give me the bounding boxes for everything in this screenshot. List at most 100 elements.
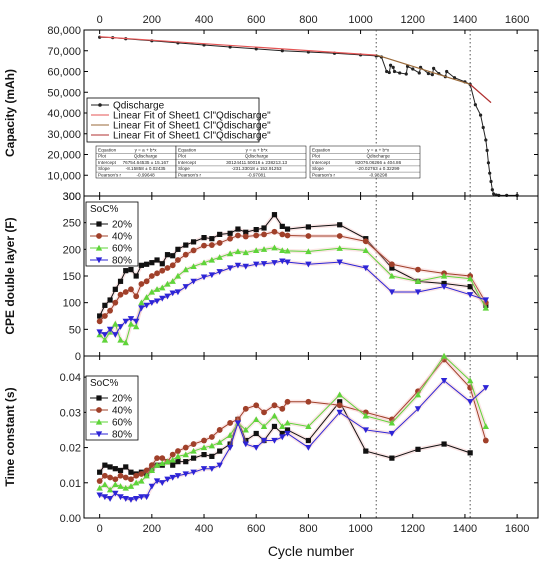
data-point	[391, 65, 395, 69]
data-point	[96, 492, 103, 499]
data-point	[112, 332, 119, 338]
data-point	[122, 289, 129, 295]
data-point	[101, 472, 108, 479]
fit-table-frame	[175, 145, 307, 179]
x-tick-label: 600	[247, 523, 265, 535]
data-point	[117, 494, 124, 501]
data-point	[227, 420, 234, 426]
data-point	[127, 497, 135, 503]
x-tick-label: 800	[299, 14, 317, 26]
x-tick-label: 400	[195, 523, 213, 535]
x-tick-label: 1200	[401, 14, 425, 26]
data-point	[414, 278, 422, 284]
data-point	[415, 446, 421, 452]
data-point	[234, 420, 242, 427]
data-point	[170, 253, 176, 259]
data-point	[485, 148, 489, 152]
data-point	[96, 318, 103, 325]
fit-table-key: Plot	[178, 154, 187, 159]
data-point	[132, 479, 140, 486]
data-point	[235, 226, 241, 232]
data-point	[164, 476, 171, 483]
y-tick-label: 100	[63, 298, 81, 310]
fit-table-value: Qdischarge	[134, 154, 158, 159]
fit-table-key: Pearson's r	[178, 172, 202, 177]
data-point	[101, 336, 109, 343]
fit-table-value: -0.97081	[248, 172, 267, 177]
data-point	[414, 406, 422, 413]
data-point	[484, 138, 488, 142]
series-line	[376, 54, 471, 85]
data-point	[208, 272, 216, 279]
data-point	[95, 431, 103, 438]
data-point	[481, 125, 485, 130]
data-point	[414, 289, 422, 296]
data-point	[101, 332, 109, 338]
data-point	[183, 459, 189, 465]
data-point	[305, 437, 311, 444]
fit-table: Equation y = a + b*x Plot Qdischarge Interce…	[175, 145, 307, 179]
data-point	[143, 302, 150, 309]
fit-table-key: Intercept	[178, 160, 197, 165]
data-point	[144, 261, 150, 267]
data-point	[117, 291, 124, 298]
legend-box	[85, 201, 139, 267]
legend-label: 40%	[112, 232, 132, 243]
data-point	[96, 407, 102, 413]
data-point	[154, 257, 160, 263]
data-point	[132, 318, 140, 325]
data-point	[148, 288, 156, 295]
data-point	[117, 467, 124, 474]
data-point	[190, 247, 197, 254]
data-point	[174, 453, 182, 459]
data-point	[242, 249, 249, 256]
data-point	[261, 231, 267, 238]
data-point	[226, 265, 234, 272]
fit-table-value: Qdischarge	[366, 154, 390, 159]
data-point	[182, 266, 189, 273]
data-point	[216, 427, 223, 433]
data-point	[305, 233, 312, 239]
data-point	[143, 278, 150, 285]
data-point	[164, 280, 171, 287]
data-point	[190, 469, 197, 476]
data-point	[143, 467, 150, 474]
data-point	[169, 474, 176, 481]
data-point	[190, 263, 197, 269]
data-point	[279, 258, 286, 265]
data-point	[127, 320, 135, 327]
data-point	[305, 444, 312, 451]
y-tick-label: 20,000	[47, 150, 81, 162]
data-point	[138, 494, 145, 501]
series-1-4	[469, 83, 492, 104]
data-point	[200, 259, 208, 266]
data-point	[260, 423, 268, 430]
x-tick-label: 1400	[453, 523, 477, 535]
data-point	[138, 471, 145, 477]
x-tick-label: 600	[247, 14, 265, 26]
data-point	[305, 261, 312, 268]
data-point	[336, 391, 343, 398]
data-point	[200, 274, 208, 281]
data-point	[279, 423, 286, 430]
data-point	[159, 460, 166, 467]
fit-table-key: Pearson's r	[98, 172, 122, 177]
data-point	[388, 430, 396, 437]
y-tick-label: 0.04	[60, 372, 81, 384]
y-tick-label: 0	[75, 351, 81, 363]
data-point	[284, 226, 291, 232]
data-point	[200, 466, 208, 472]
data-point	[253, 247, 260, 253]
data-point	[388, 289, 396, 296]
data-point	[175, 257, 181, 263]
legend-label: 20%	[112, 394, 132, 405]
data-point	[201, 452, 207, 458]
legend-label: 60%	[112, 244, 132, 255]
data-point	[112, 286, 118, 292]
data-point	[183, 242, 189, 248]
data-point	[440, 378, 448, 384]
y-tick-label: 300	[63, 191, 81, 203]
legend-label: 40%	[112, 406, 132, 417]
data-point	[96, 478, 103, 484]
fit-table-value: -8.15858 ± 0.02435	[126, 166, 166, 171]
